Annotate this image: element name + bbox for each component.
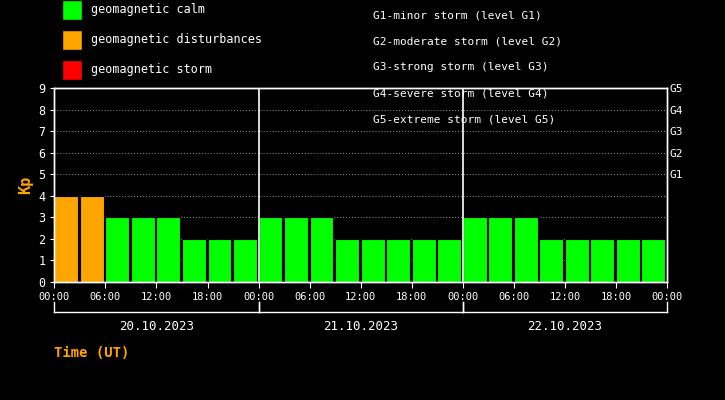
Bar [207, 239, 231, 282]
Bar [54, 196, 78, 282]
Y-axis label: Kp: Kp [17, 176, 33, 194]
Bar [616, 239, 639, 282]
Text: G1-minor storm (level G1): G1-minor storm (level G1) [373, 10, 542, 20]
Text: G5-extreme storm (level G5): G5-extreme storm (level G5) [373, 114, 555, 124]
Bar [105, 217, 129, 282]
Bar [157, 217, 181, 282]
Bar [412, 239, 436, 282]
Bar [182, 239, 206, 282]
Text: 20.10.2023: 20.10.2023 [119, 320, 194, 333]
Bar [335, 239, 359, 282]
Text: Time (UT): Time (UT) [54, 346, 130, 360]
Text: 21.10.2023: 21.10.2023 [323, 320, 398, 333]
Bar [310, 217, 334, 282]
Bar [514, 217, 538, 282]
Text: G2-moderate storm (level G2): G2-moderate storm (level G2) [373, 36, 563, 46]
Bar [463, 217, 486, 282]
Text: geomagnetic storm: geomagnetic storm [91, 64, 212, 76]
Bar [80, 196, 104, 282]
Bar [233, 239, 257, 282]
Bar [437, 239, 461, 282]
Text: geomagnetic disturbances: geomagnetic disturbances [91, 34, 262, 46]
Text: 22.10.2023: 22.10.2023 [527, 320, 602, 333]
Bar [284, 217, 308, 282]
Text: G4-severe storm (level G4): G4-severe storm (level G4) [373, 88, 549, 98]
Bar [259, 217, 283, 282]
Bar [539, 239, 563, 282]
Text: geomagnetic calm: geomagnetic calm [91, 4, 204, 16]
Bar [565, 239, 589, 282]
Bar [131, 217, 154, 282]
Text: G3-strong storm (level G3): G3-strong storm (level G3) [373, 62, 549, 72]
Bar [590, 239, 614, 282]
Bar [642, 239, 666, 282]
Bar [489, 217, 512, 282]
Bar [360, 239, 384, 282]
Bar [386, 239, 410, 282]
